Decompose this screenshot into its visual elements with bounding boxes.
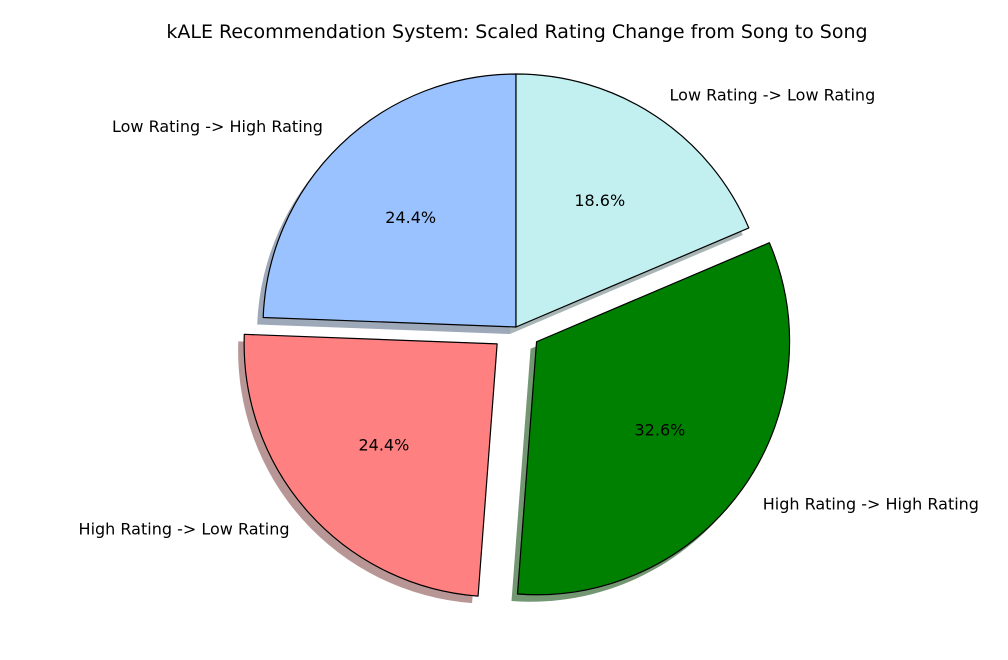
- chart-title: kALE Recommendation System: Scaled Ratin…: [166, 21, 867, 43]
- slice-2-percent-label: 24.4%: [358, 435, 409, 454]
- slice-4-category-label: Low Rating -> Low Rating: [670, 85, 876, 104]
- slice-3-category-label: High Rating -> High Rating: [763, 494, 979, 513]
- slice-3-wedge: [516, 242, 791, 596]
- slice-4-percent-label: 18.6%: [574, 191, 625, 210]
- slice-1-wedge: [262, 73, 517, 328]
- slice-3-percent-label: 32.6%: [635, 421, 686, 440]
- pie-slices: [243, 73, 791, 597]
- slice-labels: 24.4% Low Rating -> High Rating 24.4% High …: [79, 85, 979, 538]
- slice-4-wedge: [515, 73, 750, 328]
- slice-2-category-label: High Rating -> Low Rating: [79, 520, 290, 539]
- slice-1-category-label: Low Rating -> High Rating: [112, 117, 323, 136]
- slice-1-percent-label: 24.4%: [385, 208, 436, 227]
- slice-2-wedge: [243, 333, 498, 597]
